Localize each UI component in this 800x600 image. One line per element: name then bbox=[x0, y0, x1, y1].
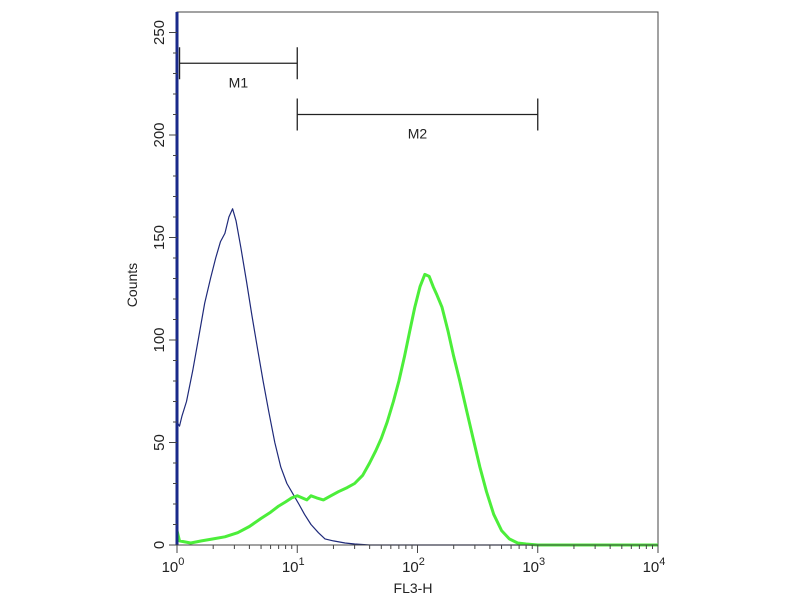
gate-label: M1 bbox=[229, 74, 249, 90]
y-tick-label: 50 bbox=[151, 434, 168, 451]
y-tick-label: 150 bbox=[151, 225, 168, 250]
x-axis-title: FL3-H bbox=[394, 580, 433, 596]
series-line-1 bbox=[176, 208, 658, 546]
series-layer bbox=[175, 208, 658, 547]
x-tick-label: 101 bbox=[282, 556, 305, 576]
gate-marker-m1: M1 bbox=[178, 47, 298, 90]
y-tick-label: 200 bbox=[151, 122, 168, 147]
x-tick-label: 104 bbox=[643, 556, 666, 576]
x-tick-label: 100 bbox=[162, 556, 185, 576]
y-tick-label: 250 bbox=[151, 20, 168, 45]
y-tick-label: 100 bbox=[151, 327, 168, 352]
y-axis-title: Counts bbox=[124, 263, 140, 307]
series-line-2 bbox=[175, 272, 658, 547]
marker-layer: M1 M2 bbox=[178, 47, 539, 142]
y-tick-label: 0 bbox=[151, 541, 168, 549]
x-tick-label: 102 bbox=[402, 556, 425, 576]
gate-marker-m2: M2 bbox=[296, 98, 539, 142]
y-axis: 0 50 100 150 200 250 bbox=[151, 20, 177, 549]
plot-frame bbox=[176, 11, 659, 546]
x-tick-label: 103 bbox=[522, 556, 545, 576]
gate-label: M2 bbox=[408, 126, 428, 142]
x-axis: 100 101 102 103 104 bbox=[162, 545, 666, 576]
